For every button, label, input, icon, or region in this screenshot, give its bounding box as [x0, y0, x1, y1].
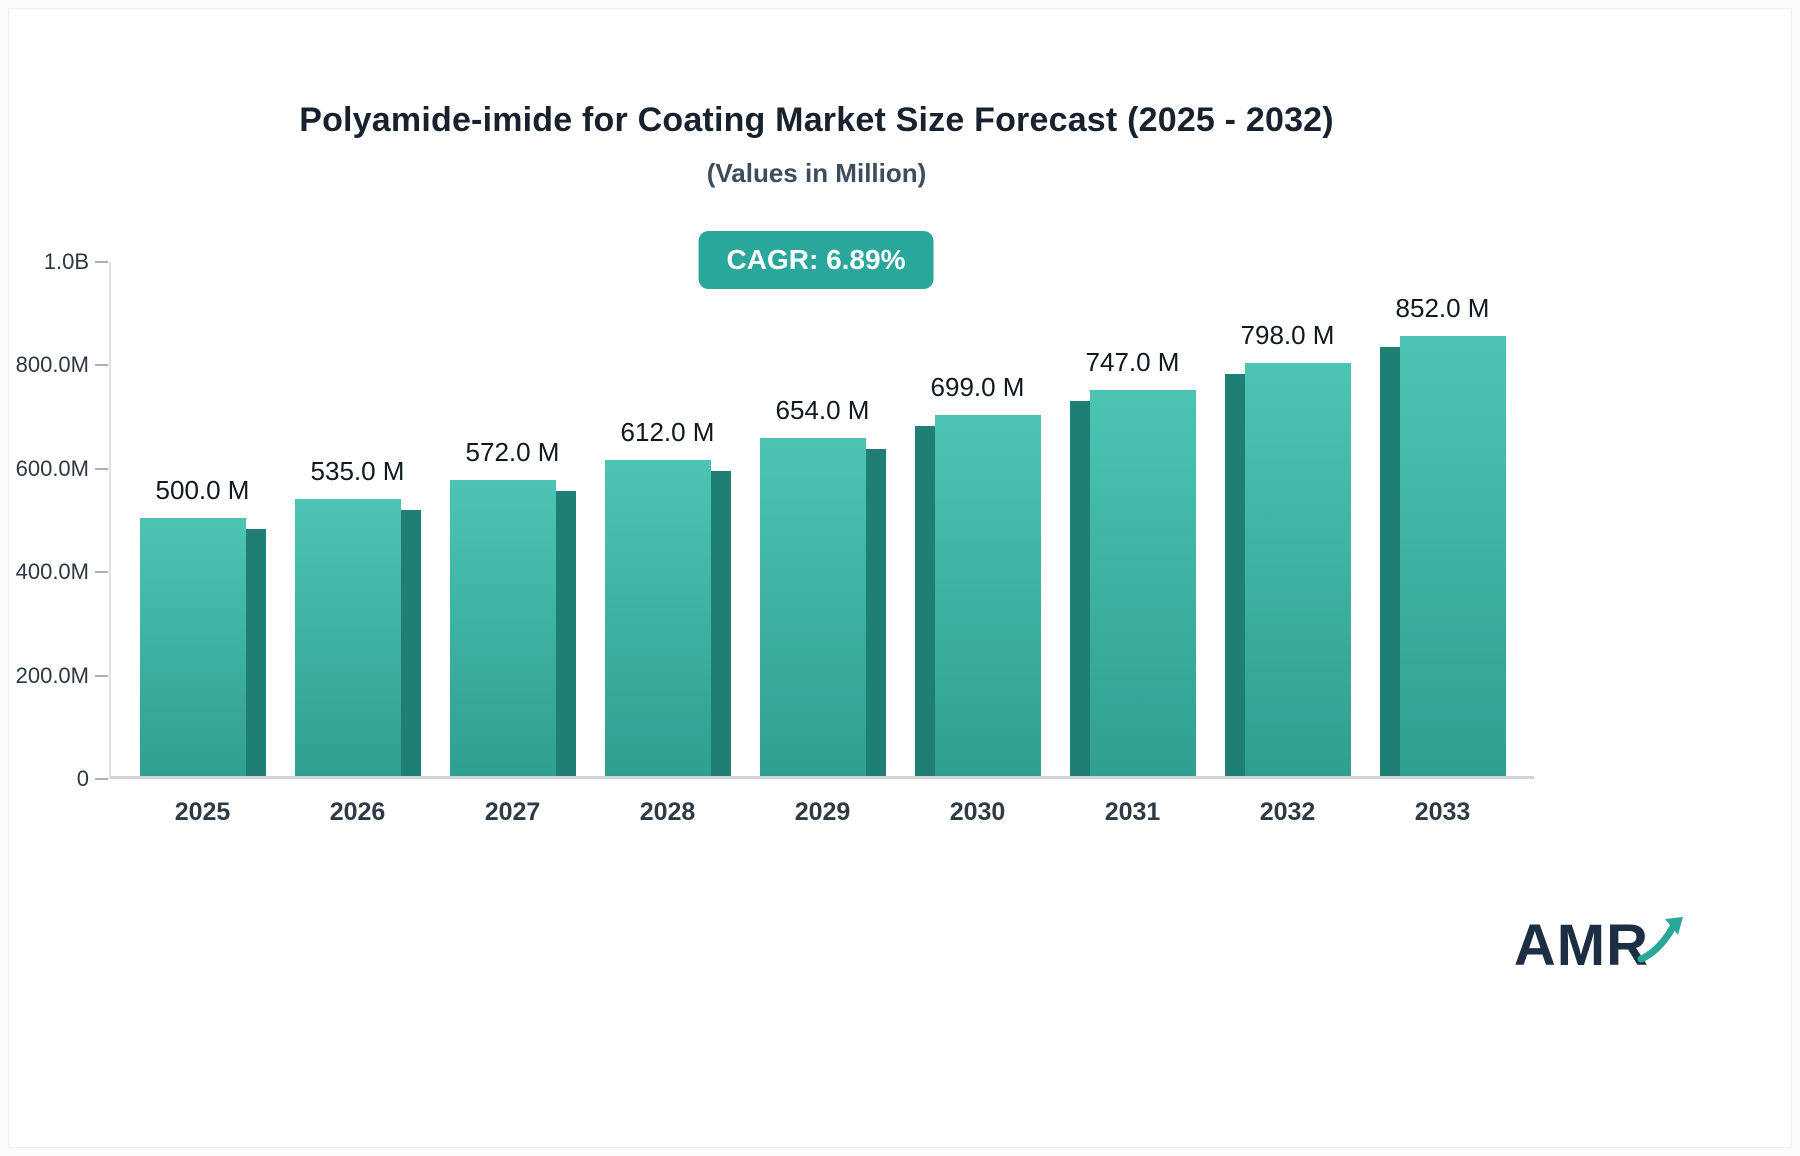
y-axis-tick: [95, 261, 108, 263]
bar: [294, 499, 401, 776]
y-axis-label: 0: [76, 766, 89, 791]
bar-value-label: 572.0 M: [465, 437, 560, 468]
bar-value-label: 654.0 M: [775, 394, 870, 425]
bar: [759, 437, 866, 776]
y-axis-label: 600.0M: [15, 455, 89, 481]
bar: [934, 414, 1041, 776]
bar-side-shade: [865, 448, 886, 776]
cagr-badge: CAGR: 6.89%: [698, 231, 934, 289]
bar-value-label: 798.0 M: [1240, 320, 1335, 351]
bar-group: 654.0 M 2029: [759, 395, 886, 826]
bar-value-label: 747.0 M: [1085, 346, 1180, 377]
bar: [1089, 389, 1196, 776]
bar-group: 500.0 M 2025: [139, 475, 266, 826]
chart-header: Polyamide-imide for Coating Market Size …: [9, 9, 1624, 189]
bar-value-label: 612.0 M: [620, 416, 715, 447]
y-axis-tick: [95, 674, 108, 677]
bar: [1399, 335, 1506, 776]
chart-title: Polyamide-imide for Coating Market Size …: [299, 101, 1334, 139]
bar-side-shade: [710, 470, 731, 776]
y-axis-tick: [95, 571, 108, 574]
bar: [1244, 363, 1351, 776]
bar-group: 612.0 M 2028: [604, 417, 731, 826]
y-axis-label: 400.0M: [15, 559, 89, 585]
x-axis-label: 2026: [329, 798, 386, 826]
y-axis-tick: [95, 467, 108, 470]
bar-group: 699.0 M 2030: [914, 372, 1041, 826]
bar-group: 798.0 M 2032: [1224, 320, 1351, 826]
x-axis-label: 2031: [1104, 798, 1161, 826]
bar-group: 572.0 M 2027: [449, 437, 576, 826]
bar-side-shade: [400, 510, 421, 776]
chart-card: Polyamide-imide for Coating Market Size …: [8, 8, 1792, 1148]
y-axis-label: 1.0B: [43, 249, 89, 274]
bar: [449, 480, 556, 776]
bar-value-label: 535.0 M: [310, 456, 405, 487]
amr-logo-text: AMR: [1513, 913, 1649, 978]
bar-side-shade: [914, 425, 935, 776]
bar-group: 852.0 M 2033: [1379, 293, 1506, 826]
x-axis-label: 2027: [484, 798, 541, 826]
x-axis-label: 2028: [639, 798, 696, 826]
x-axis-label: 2029: [794, 798, 851, 826]
x-axis-label: 2032: [1259, 798, 1316, 826]
y-axis-label: 800.0M: [15, 352, 89, 378]
bar-side-shade: [555, 491, 576, 776]
bars-container: 500.0 M 2025 535.0 M 2026 572.0 M 2027 612.0 M…: [111, 262, 1534, 826]
bar-group: 535.0 M 2026: [294, 456, 421, 826]
bar-value-label: 500.0 M: [155, 474, 250, 505]
chart-subtitle: (Values in Million): [706, 158, 927, 188]
bar-side-shade: [1069, 400, 1090, 776]
arrow-up-icon: [1635, 913, 1687, 970]
y-axis-label: 200.0M: [15, 662, 89, 688]
bar-group: 747.0 M 2031: [1069, 347, 1196, 826]
y-axis-tick: [95, 778, 108, 780]
bar: [604, 459, 711, 776]
bar: [139, 517, 246, 776]
x-axis-label: 2025: [174, 798, 231, 826]
bar-side-shade: [1379, 346, 1400, 776]
x-axis-label: 2033: [1414, 798, 1471, 826]
amr-logo: AMR: [1514, 912, 1701, 979]
plot-area: 1.0B 800.0M 600.0M 400.0M 200.0M 0 500.0 M 202…: [16, 249, 1534, 826]
y-axis-tick: [95, 364, 108, 367]
bar-side-shade: [1224, 374, 1245, 776]
bar-value-label: 699.0 M: [930, 371, 1025, 402]
bar-side-shade: [245, 528, 266, 776]
bar-value-label: 852.0 M: [1395, 292, 1490, 323]
x-axis-label: 2030: [949, 798, 1006, 826]
